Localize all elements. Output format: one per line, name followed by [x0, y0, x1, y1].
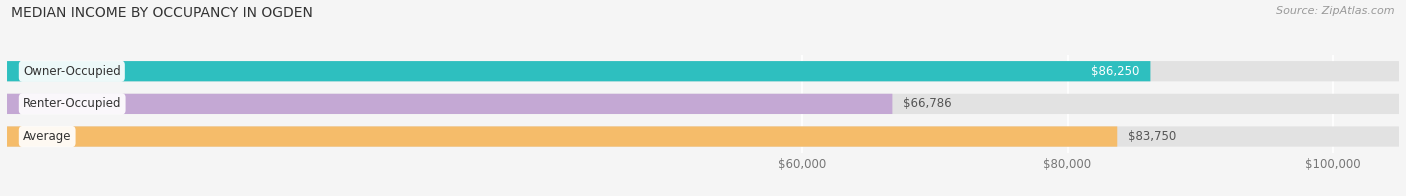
Text: Owner-Occupied: Owner-Occupied	[22, 65, 121, 78]
Text: MEDIAN INCOME BY OCCUPANCY IN OGDEN: MEDIAN INCOME BY OCCUPANCY IN OGDEN	[11, 6, 314, 20]
FancyBboxPatch shape	[7, 61, 1399, 81]
FancyBboxPatch shape	[7, 94, 893, 114]
FancyBboxPatch shape	[7, 61, 1150, 81]
Text: Average: Average	[22, 130, 72, 143]
Text: Renter-Occupied: Renter-Occupied	[22, 97, 121, 110]
Text: $83,750: $83,750	[1128, 130, 1177, 143]
Text: Source: ZipAtlas.com: Source: ZipAtlas.com	[1277, 6, 1395, 16]
Text: $86,250: $86,250	[1091, 65, 1140, 78]
FancyBboxPatch shape	[7, 126, 1399, 147]
FancyBboxPatch shape	[7, 94, 1399, 114]
FancyBboxPatch shape	[7, 126, 1118, 147]
Text: $66,786: $66,786	[903, 97, 952, 110]
